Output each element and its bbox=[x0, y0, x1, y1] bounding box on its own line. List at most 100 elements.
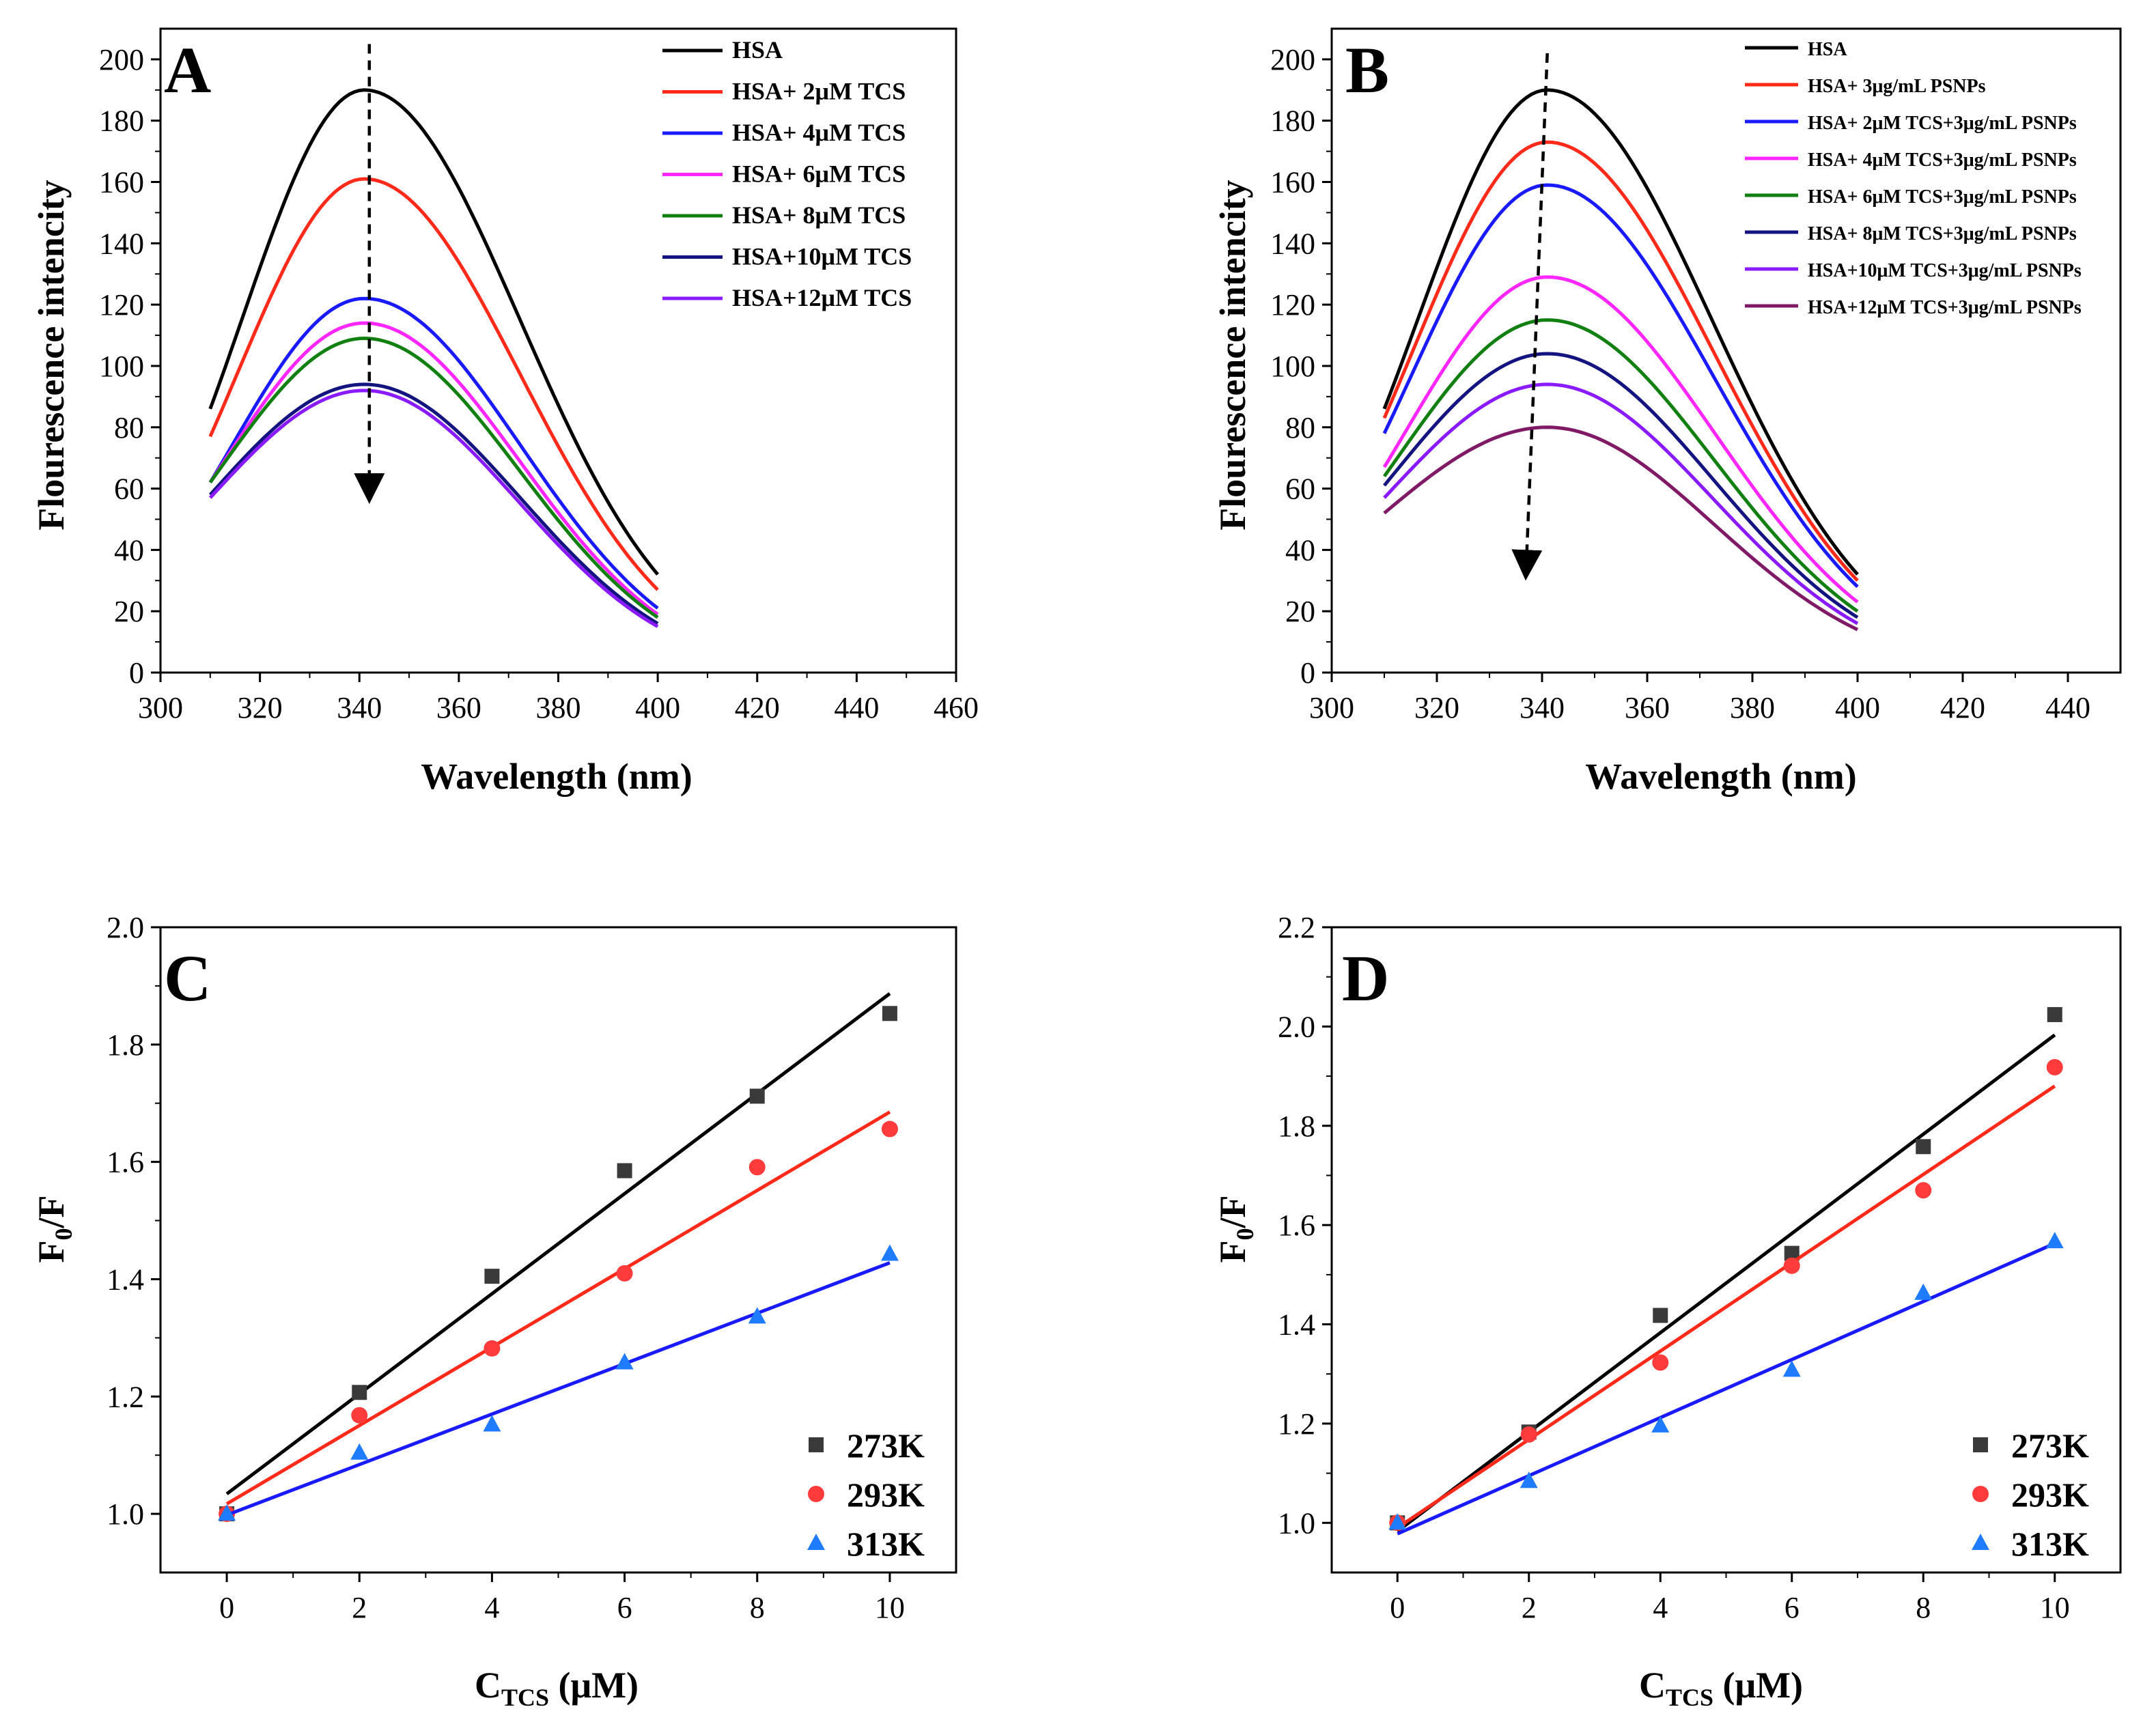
fit-line-d-273k bbox=[1396, 1033, 2056, 1533]
legend-label-d-293k: 293K bbox=[2011, 1476, 2089, 1514]
x-tick-label-d: 8 bbox=[1916, 1591, 1931, 1624]
legend-label-b-5: HSA+ 6μM TCS+3μg/mL PSNPs bbox=[1808, 186, 2077, 208]
y-tick-label-c: 1.0 bbox=[107, 1497, 144, 1531]
legend-label-b-7: HSA+10μM TCS+3μg/mL PSNPs bbox=[1808, 260, 2082, 281]
x-tick-label-b: 380 bbox=[1730, 691, 1775, 724]
legend-label-c-313k: 313K bbox=[847, 1525, 925, 1563]
panel-a: A Wavelength (nm) Flourescence intencity… bbox=[31, 27, 979, 797]
y-tick-label-d: 1.0 bbox=[1278, 1506, 1315, 1540]
data-point-c-313k bbox=[350, 1443, 369, 1460]
y-tick-label-a: 80 bbox=[114, 411, 144, 445]
data-point-d-273k bbox=[1653, 1308, 1668, 1323]
data-point-c-313k bbox=[615, 1353, 634, 1370]
x-tick-label-b: 320 bbox=[1414, 691, 1459, 724]
series-line-a-5 bbox=[208, 336, 659, 619]
legend-marker-c-313k bbox=[807, 1534, 825, 1550]
x-tick-label-d: 2 bbox=[1522, 1591, 1537, 1624]
panel-b: B Wavelength (nm) Flourescence intencity… bbox=[1212, 27, 2122, 797]
y-axis-label-c: F0/F bbox=[31, 1196, 77, 1263]
x-tick-label-b: 340 bbox=[1520, 691, 1565, 724]
y-tick-label-a: 180 bbox=[99, 104, 144, 138]
x-tick-label-c: 2 bbox=[352, 1591, 367, 1624]
legend-label-c-293k: 293K bbox=[847, 1476, 925, 1514]
legend-label-a-3: HSA+ 4μM TCS bbox=[732, 119, 906, 146]
y-tick-label-d: 1.8 bbox=[1278, 1110, 1315, 1143]
x-tick-label-a: 400 bbox=[635, 691, 680, 724]
data-point-d-273k bbox=[1784, 1245, 1800, 1261]
data-point-c-313k bbox=[483, 1415, 501, 1432]
x-axis-label-d: CTCS (μM) bbox=[1639, 1665, 1803, 1711]
panel-label-b: B bbox=[1345, 33, 1389, 107]
data-point-d-293k bbox=[2046, 1058, 2063, 1075]
x-tick-label-b: 360 bbox=[1625, 691, 1670, 724]
data-point-d-273k bbox=[1916, 1139, 1931, 1155]
x-tick-label-d: 0 bbox=[1390, 1591, 1405, 1624]
fit-line-c-293k bbox=[225, 1110, 891, 1506]
series-line-a-1 bbox=[208, 88, 660, 576]
series-line-b-6 bbox=[1383, 352, 1859, 619]
series-line-a-3 bbox=[208, 296, 659, 610]
series-line-a-2 bbox=[208, 177, 659, 591]
y-tick-label-d: 2.0 bbox=[1278, 1010, 1315, 1043]
y-tick-label-b: 80 bbox=[1285, 411, 1315, 445]
legend-marker-c-273k bbox=[809, 1437, 824, 1452]
legend-label-b-4: HSA+ 4μM TCS+3μg/mL PSNPs bbox=[1808, 150, 2077, 171]
data-point-c-273k bbox=[749, 1088, 765, 1104]
data-point-d-273k bbox=[2047, 1006, 2062, 1022]
data-point-c-293k bbox=[484, 1340, 501, 1357]
y-tick-label-a: 140 bbox=[99, 227, 144, 260]
legend-label-b-2: HSA+ 3μg/mL PSNPs bbox=[1808, 76, 1986, 97]
y-tick-label-a: 20 bbox=[114, 595, 144, 628]
data-point-d-313k bbox=[2045, 1232, 2064, 1249]
y-tick-label-c: 1.2 bbox=[107, 1380, 144, 1413]
y-tick-label-a: 40 bbox=[114, 533, 144, 567]
series-line-a-6 bbox=[208, 382, 659, 625]
y-tick-label-a: 160 bbox=[99, 166, 144, 199]
y-tick-label-a: 60 bbox=[114, 472, 144, 506]
y-axis-label-d: F0/F bbox=[1212, 1196, 1259, 1263]
plot-frame-d bbox=[1330, 926, 2122, 1574]
legend-label-b-3: HSA+ 2μM TCS+3μg/mL PSNPs bbox=[1808, 113, 2077, 134]
data-point-c-293k bbox=[616, 1265, 633, 1282]
x-tick-label-a: 320 bbox=[238, 691, 283, 724]
y-tick-label-b: 40 bbox=[1285, 533, 1315, 567]
data-point-d-313k bbox=[1782, 1360, 1801, 1377]
y-tick-label-b: 180 bbox=[1270, 104, 1315, 138]
series-line-b-5 bbox=[1382, 318, 1859, 613]
data-point-d-293k bbox=[1783, 1257, 1800, 1274]
data-point-c-273k bbox=[352, 1385, 367, 1400]
series-line-a-7 bbox=[208, 389, 659, 628]
fit-line-c-273k bbox=[225, 992, 891, 1495]
data-point-c-293k bbox=[351, 1407, 368, 1424]
x-tick-label-a: 440 bbox=[834, 691, 879, 724]
y-tick-label-b: 20 bbox=[1285, 595, 1315, 628]
y-tick-label-b: 100 bbox=[1270, 350, 1315, 383]
legend-label-a-2: HSA+ 2μM TCS bbox=[732, 78, 906, 105]
legend-marker-d-273k bbox=[1973, 1437, 1988, 1452]
y-tick-label-d: 2.2 bbox=[1278, 911, 1315, 944]
legend-label-b-1: HSA bbox=[1808, 39, 1847, 60]
y-tick-label-a: 200 bbox=[99, 43, 144, 76]
x-tick-label-b: 440 bbox=[2045, 691, 2090, 724]
legend-label-a-5: HSA+ 8μM TCS bbox=[732, 201, 906, 229]
data-point-c-313k bbox=[880, 1244, 899, 1261]
x-tick-label-c: 8 bbox=[750, 1591, 765, 1624]
legend-label-d-313k: 313K bbox=[2011, 1525, 2089, 1563]
y-axis-label-b: Flourescence intencity bbox=[1212, 180, 1253, 530]
y-tick-label-a: 120 bbox=[99, 288, 144, 322]
y-axis-label-a: Flourescence intencity bbox=[31, 180, 72, 530]
y-tick-label-c: 2.0 bbox=[107, 911, 144, 944]
fit-line-c-313k bbox=[226, 1261, 891, 1517]
legend-label-c-273k: 273K bbox=[847, 1426, 925, 1465]
x-axis-label-c: CTCS (μM) bbox=[475, 1665, 639, 1711]
y-tick-label-b: 160 bbox=[1270, 166, 1315, 199]
x-tick-label-b: 420 bbox=[1940, 691, 1985, 724]
legend-marker-d-313k bbox=[1972, 1534, 1989, 1550]
series-line-b-1 bbox=[1382, 88, 1859, 576]
data-point-c-273k bbox=[882, 1006, 897, 1021]
data-point-c-273k bbox=[484, 1269, 500, 1284]
x-tick-label-b: 400 bbox=[1835, 691, 1880, 724]
y-tick-label-a: 0 bbox=[129, 656, 144, 690]
series-line-b-2 bbox=[1382, 140, 1859, 582]
